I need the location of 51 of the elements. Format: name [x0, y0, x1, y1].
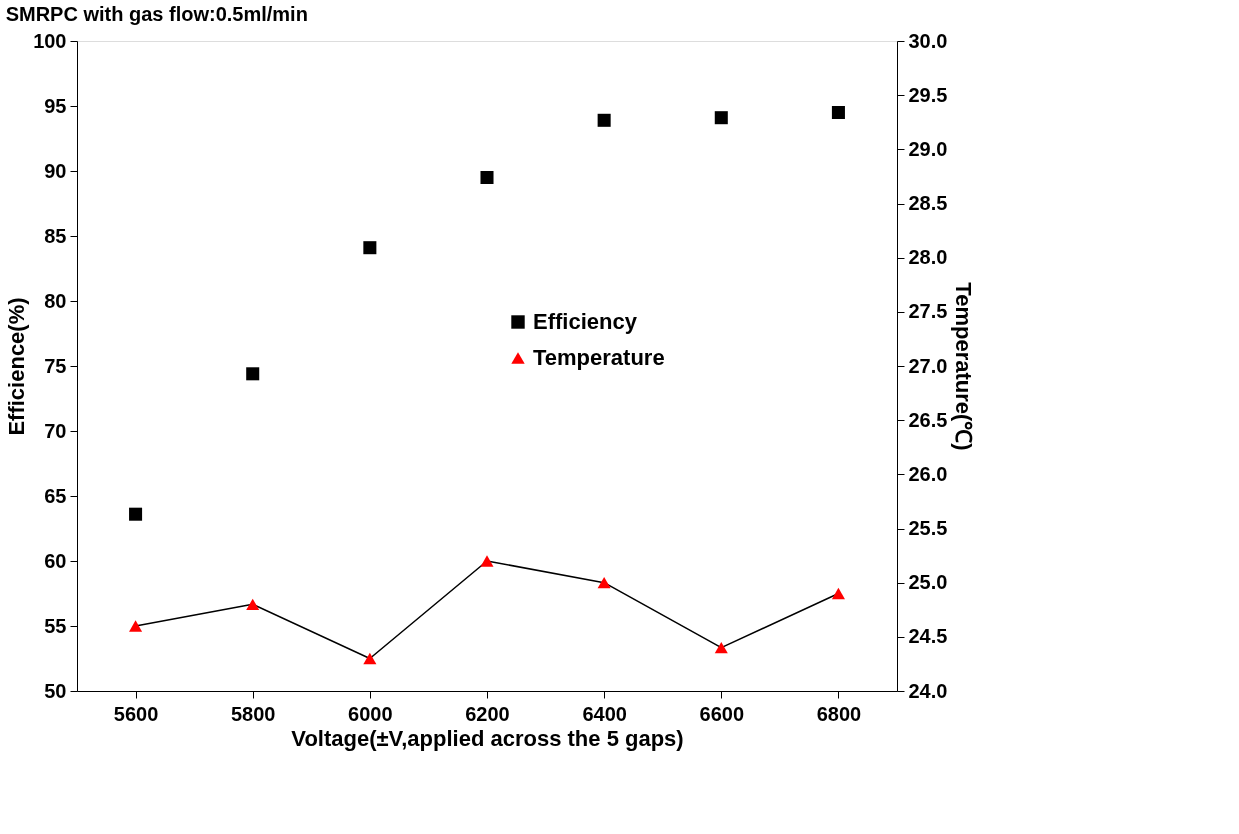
- y2-axis-title: Temperature(℃): [951, 282, 977, 451]
- point: [597, 577, 611, 589]
- point: [714, 642, 728, 654]
- x-tick-label: 6000: [348, 702, 393, 725]
- point: [480, 555, 494, 567]
- x-tick-label: 6600: [699, 702, 745, 725]
- y2-tick-label: 29.0: [908, 137, 948, 160]
- y-tick-label: 70: [44, 419, 67, 442]
- y2-tick-label: 28.5: [908, 192, 948, 214]
- y-tick-label: 95: [44, 94, 67, 117]
- point: [363, 652, 377, 665]
- y-tick-label: 75: [44, 354, 67, 377]
- point: [246, 367, 260, 381]
- x-tick-label: 5800: [230, 702, 276, 725]
- y-tick-label: 100: [33, 29, 67, 52]
- y2-tick-label: 24.0: [908, 679, 948, 702]
- point: [831, 105, 845, 120]
- point: [363, 241, 377, 255]
- y2-tick-label: 24.5: [908, 625, 948, 648]
- y2-tick-label: 26.0: [908, 462, 948, 485]
- x-tick-label: 5600: [113, 702, 159, 725]
- x-axis-title: Voltage(±V,applied across the 5 gaps): [291, 725, 684, 751]
- point: [480, 170, 494, 185]
- x-tick-label: 6200: [465, 702, 510, 725]
- y2-tick-label: 25.5: [908, 517, 948, 539]
- chart-title: SMRPC with gas flow:0.5ml/min: [5, 3, 308, 25]
- y-axis-title: Efficience(%): [4, 297, 30, 436]
- x-tick-label: 6400: [582, 702, 627, 725]
- y2-tick-label: 27.5: [908, 300, 948, 323]
- y-tick-label: 50: [44, 679, 67, 702]
- y2-tick-label: 30.0: [908, 29, 948, 52]
- y-tick-label: 60: [44, 549, 67, 572]
- y-tick-label: 90: [44, 159, 67, 182]
- y2-tick-label: 27.0: [908, 354, 948, 377]
- y-tick-label: 80: [44, 289, 67, 312]
- y-tick-label: 85: [44, 224, 67, 247]
- y-tick-label: 65: [44, 484, 67, 507]
- point: [246, 598, 260, 610]
- point: [129, 620, 143, 632]
- point: [129, 507, 143, 521]
- x-tick-label: 6800: [816, 702, 862, 725]
- point: [831, 587, 845, 600]
- point: [597, 113, 611, 127]
- y2-tick-label: 26.5: [908, 408, 948, 431]
- y-tick-label: 55: [44, 614, 67, 637]
- point: [714, 111, 728, 125]
- y2-tick-label: 29.5: [908, 83, 948, 106]
- legend-label: Temperature: [533, 345, 665, 370]
- legend-label: Efficiency: [533, 309, 638, 334]
- y2-tick-label: 28.0: [908, 246, 948, 269]
- y2-tick-label: 25.0: [908, 571, 948, 594]
